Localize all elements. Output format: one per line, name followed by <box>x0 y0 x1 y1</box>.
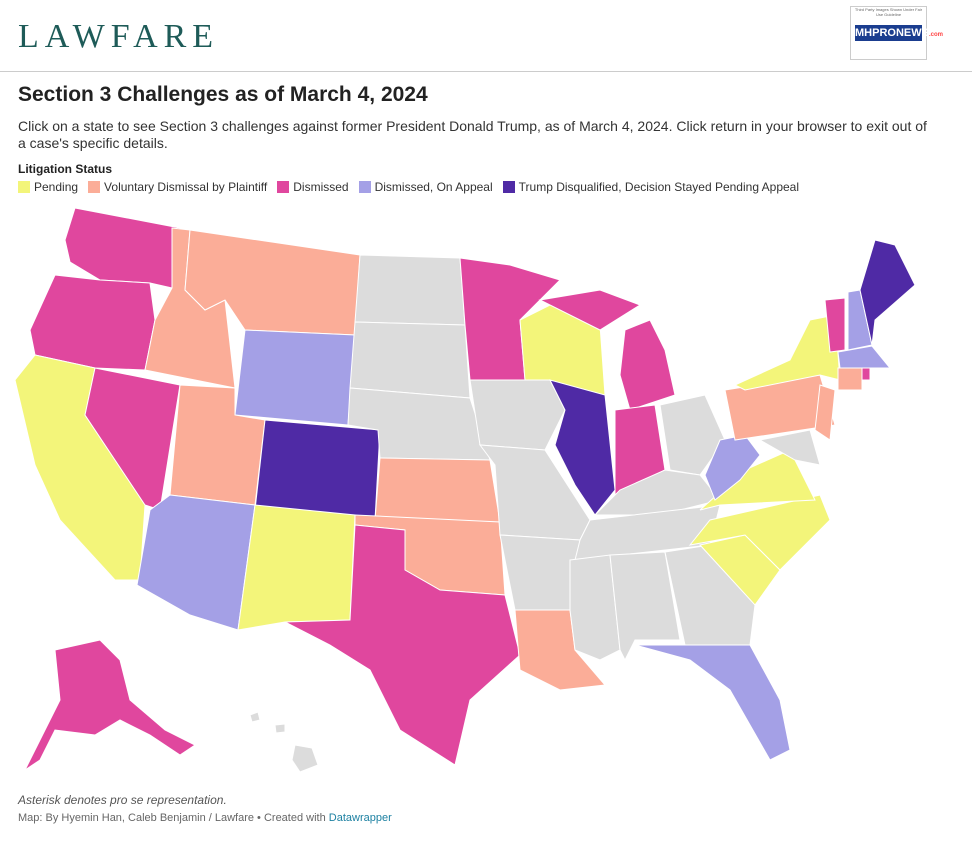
state[interactable] <box>733 314 841 391</box>
state[interactable] <box>84 367 181 511</box>
legend-item: Dismissed, On Appeal <box>358 180 493 194</box>
legend-label: Voluntary Dismissal by Plaintiff <box>104 180 268 194</box>
state[interactable] <box>619 319 676 411</box>
state[interactable] <box>254 419 381 521</box>
legend-item: Voluntary Dismissal by Plaintiff <box>88 180 267 194</box>
state[interactable] <box>837 367 863 391</box>
state[interactable] <box>234 329 356 426</box>
state[interactable] <box>374 457 501 523</box>
notes: Asterisk denotes pro se representation. <box>18 793 227 807</box>
state[interactable] <box>861 367 871 381</box>
credit-link[interactable]: Datawrapper <box>328 812 392 824</box>
badge-domain: .com <box>928 32 943 38</box>
legend-item: Dismissed <box>277 180 349 194</box>
legend-label: Dismissed, On Appeal <box>374 180 493 194</box>
state[interactable] <box>704 434 761 501</box>
state[interactable] <box>284 524 521 766</box>
state[interactable] <box>291 744 319 773</box>
map <box>14 207 916 773</box>
state[interactable] <box>23 639 196 772</box>
state[interactable] <box>136 494 256 631</box>
legend-item: Trump Disqualified, Decision Stayed Pend… <box>502 180 800 194</box>
state[interactable] <box>349 321 471 399</box>
state[interactable] <box>249 711 261 723</box>
legend-label: Pending <box>34 180 79 194</box>
badge-note: Third Party Images Shown Under Fair Use … <box>854 7 923 17</box>
state[interactable] <box>469 379 566 451</box>
state[interactable] <box>688 494 831 571</box>
state[interactable] <box>274 723 286 734</box>
credit: Map: By Hyemin Han, Caleb Benjamin / Law… <box>18 812 392 824</box>
state[interactable] <box>538 289 642 331</box>
legend-label: Trump Disqualified, Decision Stayed Pend… <box>518 180 800 194</box>
state[interactable] <box>837 345 892 369</box>
state[interactable] <box>354 254 466 326</box>
state[interactable] <box>824 297 846 353</box>
state[interactable] <box>859 239 916 346</box>
state[interactable] <box>814 384 836 441</box>
legend-swatch <box>502 181 515 193</box>
legend-swatch <box>18 181 30 193</box>
legend-title: Litigation Status <box>18 162 112 176</box>
state[interactable] <box>634 644 791 761</box>
legend-swatch <box>88 181 101 193</box>
state[interactable] <box>29 274 156 371</box>
state[interactable] <box>758 429 821 466</box>
credit-text: Map: By Hyemin Han, Caleb Benjamin / Law… <box>18 812 329 824</box>
legend: Pending Voluntary Dismissal by Plaintiff D… <box>18 180 799 194</box>
state[interactable] <box>64 207 181 289</box>
legend-swatch <box>277 181 290 193</box>
logo[interactable]: LAWFARE <box>18 18 220 55</box>
state[interactable] <box>549 379 616 516</box>
badge: Third Party Images Shown Under Fair Use … <box>850 6 943 60</box>
title: Section 3 Challenges as of March 4, 2024 <box>18 83 428 106</box>
description: Click on a state to see Section 3 challe… <box>18 118 927 151</box>
legend-swatch <box>358 181 371 193</box>
badge-name: MHPRONEWS <box>855 27 929 39</box>
state[interactable] <box>499 534 581 611</box>
divider <box>0 71 972 72</box>
legend-item: Pending <box>18 180 78 194</box>
legend-label: Dismissed <box>293 180 349 194</box>
state[interactable] <box>237 504 356 631</box>
